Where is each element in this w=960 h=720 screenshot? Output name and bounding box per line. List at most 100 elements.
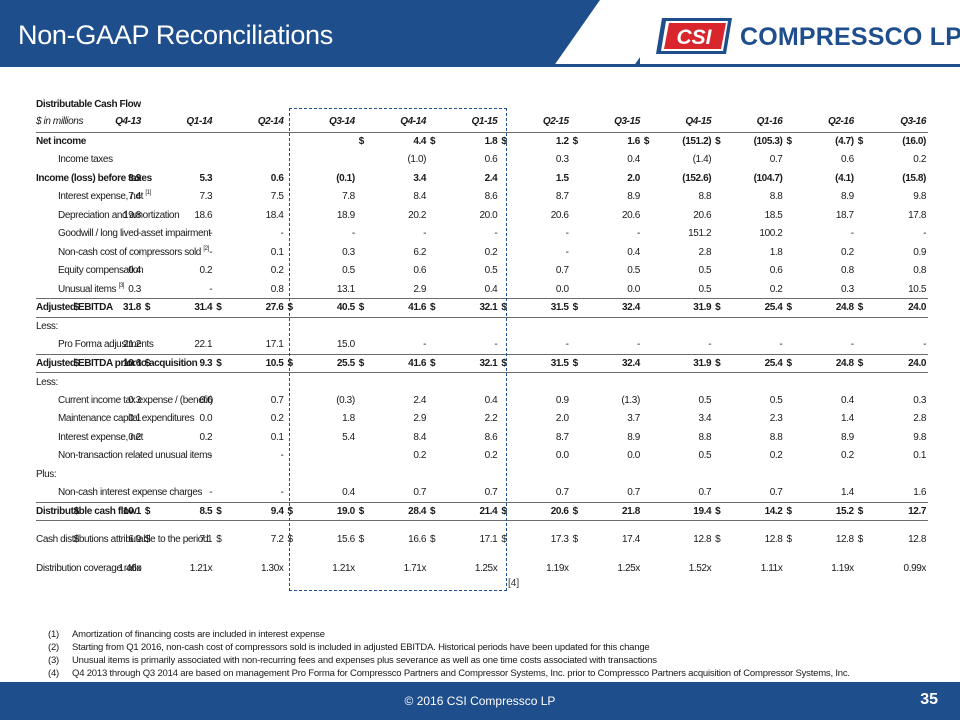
table-cell: 8.7 xyxy=(555,191,569,203)
currency-symbol xyxy=(285,335,322,355)
currency-symbol xyxy=(428,335,464,355)
currency-symbol: $ xyxy=(142,298,179,318)
table-cell: - xyxy=(494,228,498,240)
table-cell: 0.2 xyxy=(841,246,854,258)
currency-symbol xyxy=(214,151,250,170)
table-cell: 1.2 xyxy=(555,136,569,147)
currency-symbol xyxy=(784,391,820,410)
currency-symbol xyxy=(143,262,179,281)
table-cell: 16.6 xyxy=(408,534,427,546)
table-cell: 10.6 xyxy=(107,354,143,373)
currency-symbol: $ xyxy=(784,354,821,373)
currency-symbol xyxy=(856,151,892,170)
currency-symbol xyxy=(713,280,749,299)
table-cell: 0.9 xyxy=(555,394,569,406)
table-cell: 0.7 xyxy=(606,483,642,503)
currency-symbol xyxy=(142,280,179,299)
currency-symbol xyxy=(713,206,749,225)
currency-symbol xyxy=(499,280,535,299)
table-cell: (1.0) xyxy=(407,154,427,166)
table-cell: 8.9 xyxy=(841,431,854,443)
table-cell: 25.4 xyxy=(748,354,785,373)
table-cell: 0.7 xyxy=(392,483,429,503)
table-cell: 0.0 xyxy=(627,450,640,462)
table-cell: 1.8 xyxy=(769,246,783,258)
currency-symbol xyxy=(642,225,678,244)
table-cell: (104.7) xyxy=(753,172,783,184)
table-cell: 18.6 xyxy=(194,209,213,221)
currency-symbol xyxy=(784,428,820,447)
row-label: Maintenance capital expenditures xyxy=(36,410,195,429)
table-cell: 1.8 xyxy=(342,413,355,425)
section-label-row: Plus: xyxy=(36,465,928,484)
currency-symbol xyxy=(641,298,678,318)
dcf-table: Distributable Cash Flow $ in millions Q4… xyxy=(36,96,928,578)
row-label-text: Depreciation and amortization xyxy=(58,209,180,221)
table-cell: 0.2 xyxy=(270,413,284,425)
table-cell: 10.5 xyxy=(249,354,286,373)
currency-symbol: $ xyxy=(356,502,393,521)
row-label: Adjusted EBITDA prior to acquisition xyxy=(36,354,198,373)
currency-symbol: $ xyxy=(285,354,322,373)
currency-symbol xyxy=(642,428,678,447)
table-cell: 12.8 xyxy=(835,534,854,546)
currency-symbol xyxy=(784,243,820,262)
table-cell: 31.4 xyxy=(178,298,215,318)
row-label-text: Income (loss) before taxes xyxy=(36,172,152,184)
section-label-row: Less: xyxy=(36,373,928,392)
currency-symbol: $ xyxy=(358,534,365,546)
table-cell: (15.8) xyxy=(902,172,926,184)
table-cell: 1.6 xyxy=(627,136,640,147)
table-cell: 151.2 xyxy=(688,228,712,240)
table-cell: 17.3 xyxy=(550,534,569,546)
table-cell: - xyxy=(280,450,284,462)
table-row: Net income $4.4 $1.8 $1.2 $1.6 $ (151.2) $ (105.… xyxy=(36,132,928,151)
table-cell: 8.6 xyxy=(484,431,498,443)
table-cell: 1.25x xyxy=(617,562,640,574)
currency-symbol xyxy=(570,483,607,503)
table-cell: 9.8 xyxy=(913,431,926,443)
table-cell: 1.4 xyxy=(841,413,854,425)
table-cell: 0.5 xyxy=(698,450,712,462)
currency-symbol xyxy=(570,280,607,299)
currency-symbol: $ xyxy=(142,354,179,373)
table-cell: - xyxy=(392,335,429,355)
table-cell: 31.9 xyxy=(677,298,714,318)
currency-symbol xyxy=(571,169,607,188)
table-cell: 0.99x xyxy=(903,562,927,574)
table-cell: 24.0 xyxy=(891,298,928,318)
currency-symbol xyxy=(143,559,179,578)
table-cell: 5.3 xyxy=(199,172,213,184)
table-cell: (105.3) xyxy=(753,136,783,147)
footnote-text: Amortization of financing costs are incl… xyxy=(72,629,325,640)
currency-symbol xyxy=(571,447,607,466)
table-cell: - xyxy=(137,246,141,258)
currency-symbol: $ xyxy=(857,136,864,147)
table-cell: 2.8 xyxy=(698,246,712,258)
table-cell: 1.19x xyxy=(831,562,854,574)
table-cell: - xyxy=(423,228,427,240)
table-cell: 20.6 xyxy=(534,502,571,521)
table-cell: 8.4 xyxy=(413,431,427,443)
table-cell: 0.1 xyxy=(128,413,141,425)
table-cell: (0.1) xyxy=(336,172,355,184)
currency-symbol xyxy=(571,206,607,225)
table-cell: 7.5 xyxy=(270,191,284,203)
table-cell: 0.2 xyxy=(841,450,854,462)
table-cell: 1.30x xyxy=(261,562,284,574)
currency-symbol xyxy=(143,428,179,447)
currency-symbol xyxy=(784,559,820,578)
column-header: Q1-16 xyxy=(713,112,785,133)
currency-symbol: $ xyxy=(142,502,179,521)
table-cell: 25.4 xyxy=(748,298,785,318)
table-row: Income (loss) before taxes 3.9 5.3 0.6 (0.1)… xyxy=(36,169,928,188)
table-cell: 8.5 xyxy=(178,502,215,521)
currency-symbol xyxy=(713,335,749,355)
currency-symbol xyxy=(356,280,393,299)
table-cell: 20.6 xyxy=(550,209,569,221)
currency-symbol xyxy=(713,243,749,262)
currency-symbol: $ xyxy=(855,298,892,318)
table-cell xyxy=(250,132,286,151)
table-cell: (16.0) xyxy=(902,136,926,147)
table-cell: - xyxy=(534,335,571,355)
